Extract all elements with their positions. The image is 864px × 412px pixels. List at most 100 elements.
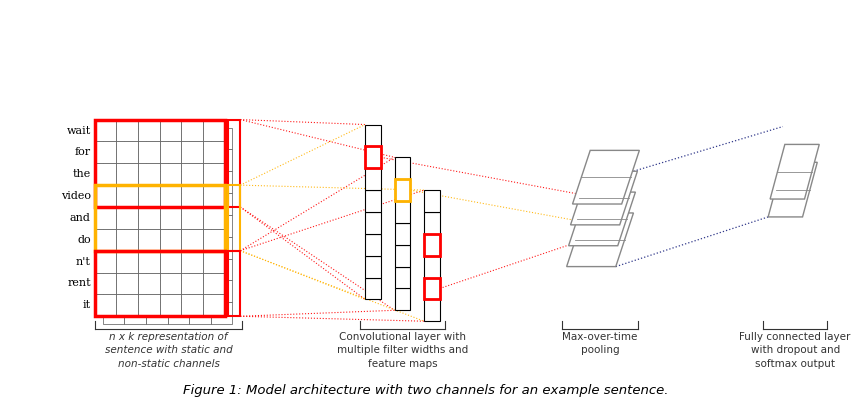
Bar [160, 141, 181, 163]
Bar [365, 124, 381, 146]
Polygon shape [569, 192, 635, 246]
Text: n x k representation of
sentence with static and
non-static channels: n x k representation of sentence with st… [105, 332, 232, 369]
Bar [211, 150, 232, 171]
Text: rent: rent [67, 279, 91, 288]
Bar [124, 259, 146, 281]
Bar [138, 295, 160, 316]
Bar [211, 171, 232, 193]
Bar [211, 237, 232, 259]
Bar [117, 185, 138, 207]
Bar [181, 141, 203, 163]
Bar [103, 128, 124, 150]
Bar [138, 207, 160, 229]
Bar [95, 207, 117, 229]
Bar [365, 212, 381, 234]
Bar [395, 179, 410, 201]
Bar [395, 288, 410, 310]
Bar [395, 267, 410, 288]
Bar [146, 171, 168, 193]
Bar [189, 128, 211, 150]
Bar [203, 273, 225, 295]
Bar [138, 185, 160, 207]
Bar [95, 185, 225, 250]
Bar [189, 171, 211, 193]
Bar [138, 250, 160, 273]
Bar [103, 281, 124, 302]
Text: n't: n't [76, 257, 91, 267]
Bar [181, 273, 203, 295]
Bar [211, 128, 232, 150]
Bar [117, 273, 138, 295]
Bar [117, 295, 138, 316]
Bar [203, 141, 225, 163]
Bar [117, 119, 138, 141]
Bar [117, 229, 138, 250]
Polygon shape [770, 145, 819, 199]
Bar [395, 157, 410, 179]
Bar [211, 215, 232, 237]
Bar [138, 229, 160, 250]
Bar [95, 141, 117, 163]
Text: for: for [74, 147, 91, 157]
Bar [146, 281, 168, 302]
Text: do: do [77, 235, 91, 245]
Bar [203, 295, 225, 316]
Bar [160, 163, 181, 185]
Bar [424, 300, 440, 321]
Text: video: video [60, 191, 91, 201]
Bar [124, 237, 146, 259]
Bar [95, 185, 117, 207]
Bar [395, 179, 410, 201]
Bar [117, 250, 138, 273]
Polygon shape [768, 162, 817, 217]
Bar [203, 163, 225, 185]
Bar [211, 302, 232, 324]
Text: Fully connected layer
with dropout and
softmax output: Fully connected layer with dropout and s… [740, 332, 851, 369]
Bar [117, 163, 138, 185]
Bar [146, 193, 168, 215]
Bar [95, 250, 117, 273]
Bar [95, 273, 117, 295]
Bar [124, 128, 146, 150]
Bar [95, 119, 225, 207]
Bar [124, 215, 146, 237]
Bar [181, 163, 203, 185]
Bar [103, 171, 124, 193]
Polygon shape [567, 213, 633, 267]
Bar [95, 163, 117, 185]
Bar [365, 256, 381, 278]
Bar [228, 250, 240, 316]
Polygon shape [573, 150, 639, 204]
Bar [103, 193, 124, 215]
Bar [228, 119, 240, 207]
Bar [181, 185, 203, 207]
Bar [95, 229, 117, 250]
Bar [424, 212, 440, 234]
Bar [211, 259, 232, 281]
Bar [424, 278, 440, 300]
Bar [168, 150, 189, 171]
Bar [395, 223, 410, 245]
Bar [189, 215, 211, 237]
Bar [181, 295, 203, 316]
Bar [103, 259, 124, 281]
Bar [124, 193, 146, 215]
Bar [365, 234, 381, 256]
Bar [365, 278, 381, 300]
Bar [203, 119, 225, 141]
Bar [124, 302, 146, 324]
Bar [181, 250, 203, 273]
Bar [181, 119, 203, 141]
Bar [124, 171, 146, 193]
Text: Figure 1: Model architecture with two channels for an example sentence.: Figure 1: Model architecture with two ch… [183, 384, 669, 397]
Bar [168, 281, 189, 302]
Bar [168, 193, 189, 215]
Bar [424, 278, 440, 300]
Bar [146, 128, 168, 150]
Bar [160, 185, 181, 207]
Bar [146, 237, 168, 259]
Bar [146, 259, 168, 281]
Text: the: the [73, 169, 91, 179]
Bar [138, 119, 160, 141]
Bar [203, 185, 225, 207]
